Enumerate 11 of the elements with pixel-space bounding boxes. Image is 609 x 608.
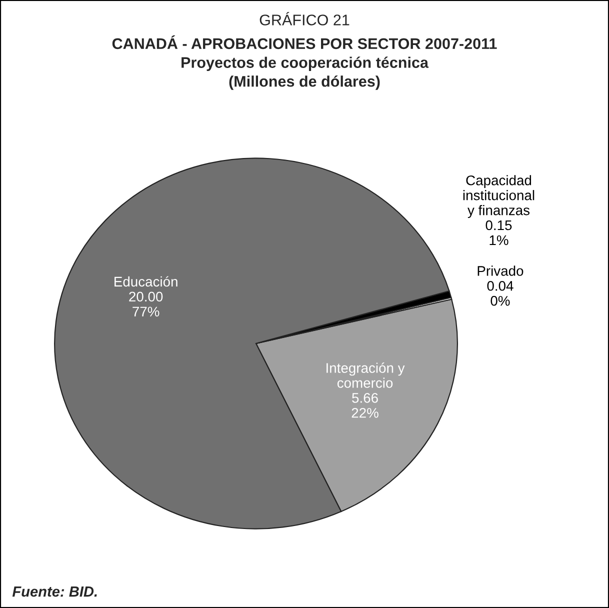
source-note: Fuente: BID. [12, 586, 97, 597]
slice-label: Capacidad institucional y finanzas [463, 175, 534, 218]
data-label: 0.04 0% [487, 280, 514, 306]
slice-label: Educación [114, 276, 178, 287]
data-label: 0.15 1% [486, 220, 512, 246]
chart-title: GRÁFICO 21 [260, 12, 350, 26]
slice-label: Integración y comercio [326, 362, 405, 388]
slice-label: Privado [478, 266, 524, 276]
chart-subtitle: CANADÁ - APROBACIONES POR SECTOR 2007-2011 Proyectos de cooperación técnica (Millones de dólares) [112, 35, 497, 90]
data-label: 20.00 77% [129, 292, 163, 316]
data-label: 5.66 22% [352, 393, 378, 418]
